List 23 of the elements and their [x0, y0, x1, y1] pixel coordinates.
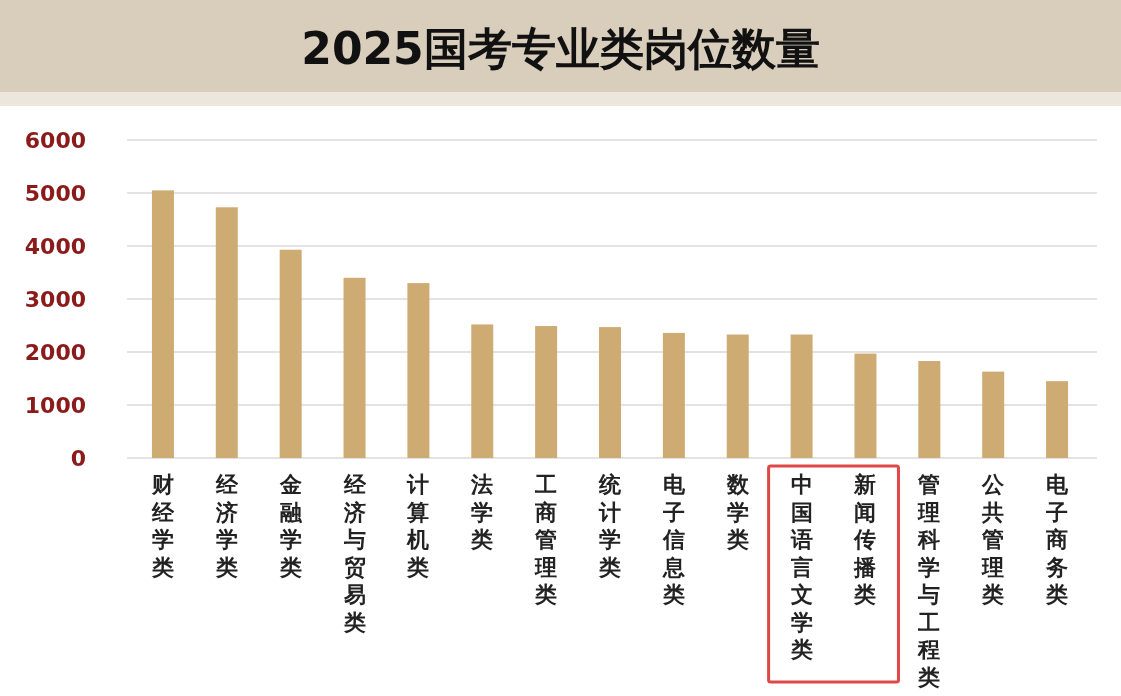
y-tick-label: 5000 — [24, 181, 86, 206]
x-tick-label: 数学类 — [725, 472, 750, 552]
x-tick-label: 计算机类 — [406, 472, 430, 580]
x-tick-label: 法学类 — [470, 472, 494, 552]
y-tick-label: 4000 — [24, 234, 86, 259]
x-tick-label: 电子信息类 — [661, 472, 686, 607]
x-tick-label: 中国语言文学类 — [789, 472, 813, 662]
y-tick-label: 3000 — [24, 287, 86, 312]
x-tick-label: 公共管理类 — [981, 472, 1006, 607]
x-tick-label: 财经学类 — [150, 472, 175, 580]
x-tick-label: 经济与贸易类 — [342, 472, 367, 635]
chart-title: 2025国考专业类岗位数量 — [301, 23, 820, 74]
x-tick-label: 金融学类 — [278, 472, 303, 580]
x-tick-label: 统计学类 — [598, 472, 622, 580]
y-tick-label: 6000 — [24, 128, 86, 153]
x-tick-label: 工商管理类 — [534, 472, 558, 607]
y-tick-label: 1000 — [24, 393, 86, 418]
x-tick-label: 管理科学与工程类 — [917, 472, 941, 690]
y-tick-label: 2000 — [24, 340, 86, 365]
x-tick-label: 经济学类 — [214, 472, 239, 580]
x-tick-label: 电子商务类 — [1045, 472, 1070, 607]
y-tick-label: 0 — [70, 446, 86, 471]
x-tick-label: 新闻传播类 — [853, 472, 877, 607]
